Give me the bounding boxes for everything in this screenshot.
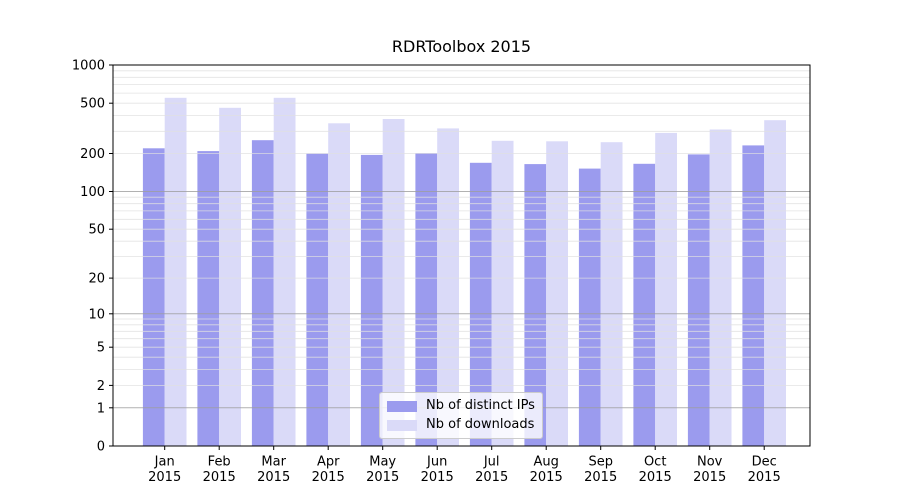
x-tick-label-month: Dec — [752, 455, 777, 470]
x-tick-label-year: 2015 — [693, 470, 726, 485]
legend-label-distinct-ips: Nb of distinct IPs — [426, 398, 535, 413]
bar-distinct-ips-jan — [142, 148, 165, 447]
y-tick-label: 100 — [80, 185, 105, 200]
bar-downloads-aug — [546, 141, 568, 447]
bar-distinct-ips-aug — [524, 164, 547, 446]
bar-distinct-ips-jun — [415, 153, 438, 446]
x-tick-label-month: Mar — [261, 455, 286, 470]
y-axis: 0 1 2 5 10 20 50 100 200 500 1000 — [72, 59, 113, 455]
gridlines — [113, 70, 810, 409]
bar-distinct-ips-may — [360, 154, 383, 446]
x-tick-label-month: May — [369, 455, 396, 470]
y-tick-label: 2 — [97, 379, 105, 394]
x-tick-label-month: Aug — [534, 455, 559, 470]
x-tick-label-year: 2015 — [148, 470, 181, 485]
y-tick-label: 1 — [97, 401, 105, 416]
x-tick-label-year: 2015 — [312, 470, 345, 485]
y-tick-label: 20 — [88, 272, 105, 287]
y-tick-label: 50 — [88, 223, 105, 238]
bar-downloads-apr — [328, 123, 350, 447]
bar-downloads-dec — [764, 120, 786, 446]
bar-distinct-ips-dec — [742, 145, 765, 446]
x-tick-label-year: 2015 — [639, 470, 672, 485]
y-tick-label: 1000 — [72, 59, 105, 74]
x-tick-label-month: Apr — [317, 455, 340, 470]
bar-distinct-ips-oct — [633, 163, 656, 447]
x-tick-label-month: Jul — [483, 455, 500, 470]
bar-distinct-ips-feb — [197, 151, 220, 446]
y-tick-label: 500 — [80, 97, 105, 112]
bar-downloads-nov — [709, 129, 732, 446]
y-tick-label: 10 — [88, 307, 105, 322]
bar-downloads-sep — [600, 142, 623, 446]
legend-label-downloads: Nb of downloads — [426, 417, 535, 432]
bar-downloads-oct — [655, 132, 677, 446]
bar-distinct-ips-mar — [251, 140, 274, 446]
bar-distinct-ips-jul — [469, 162, 492, 447]
y-tick-label: 200 — [80, 147, 105, 162]
bar-downloads-mar — [273, 97, 296, 447]
legend: Nb of distinct IPs Nb of downloads — [379, 392, 543, 439]
x-tick-label-month: Nov — [697, 455, 723, 470]
x-axis: Jan2015Feb2015Mar2015Apr2015May2015Jun20… — [148, 446, 781, 485]
x-tick-label-year: 2015 — [584, 470, 617, 485]
bar-distinct-ips-apr — [306, 153, 329, 446]
x-tick-label-month: Jan — [154, 455, 175, 470]
x-tick-label-year: 2015 — [257, 470, 290, 485]
legend-swatch-downloads — [387, 419, 417, 431]
bar-downloads-jan — [164, 97, 187, 447]
x-tick-label-month: Feb — [208, 455, 231, 470]
x-tick-label-month: Sep — [588, 455, 613, 470]
bar-downloads-feb — [219, 107, 241, 447]
legend-swatch-distinct-ips — [387, 400, 417, 412]
bar-distinct-ips-nov — [687, 154, 710, 446]
x-tick-label-year: 2015 — [530, 470, 563, 485]
x-tick-label-year: 2015 — [421, 470, 454, 485]
x-tick-label-year: 2015 — [475, 470, 508, 485]
x-tick-label-year: 2015 — [366, 470, 399, 485]
bar-distinct-ips-sep — [578, 168, 601, 446]
y-tick-label: 5 — [97, 341, 105, 356]
y-tick-label: 0 — [97, 440, 105, 455]
x-tick-label-month: Oct — [644, 455, 666, 470]
bar-downloads-may — [382, 119, 405, 446]
bar-downloads-jun — [437, 128, 459, 446]
axes-spines — [112, 64, 811, 447]
legend-item-downloads: Nb of downloads — [387, 417, 535, 433]
legend-item-distinct-ips: Nb of distinct IPs — [387, 398, 535, 414]
x-tick-label-year: 2015 — [203, 470, 236, 485]
x-tick-label-month: Jun — [426, 455, 447, 470]
x-tick-label-year: 2015 — [748, 470, 781, 485]
